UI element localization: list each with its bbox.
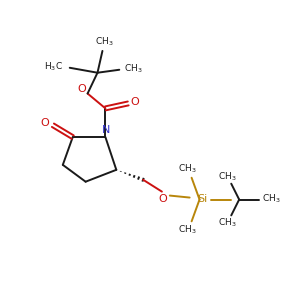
Text: CH$_3$: CH$_3$ [178, 163, 197, 175]
Text: N: N [102, 125, 111, 135]
Text: O: O [40, 118, 50, 128]
Text: Si: Si [197, 194, 208, 203]
Text: CH$_3$: CH$_3$ [178, 224, 197, 236]
Text: CH$_3$: CH$_3$ [262, 192, 280, 205]
Text: O: O [158, 194, 167, 203]
Text: O: O [77, 84, 86, 94]
Text: CH$_3$: CH$_3$ [218, 216, 237, 229]
Text: H$_3$C: H$_3$C [44, 61, 63, 73]
Text: CH$_3$: CH$_3$ [218, 170, 237, 183]
Text: CH$_3$: CH$_3$ [95, 36, 114, 48]
Text: CH$_3$: CH$_3$ [124, 62, 142, 75]
Text: O: O [131, 98, 140, 107]
